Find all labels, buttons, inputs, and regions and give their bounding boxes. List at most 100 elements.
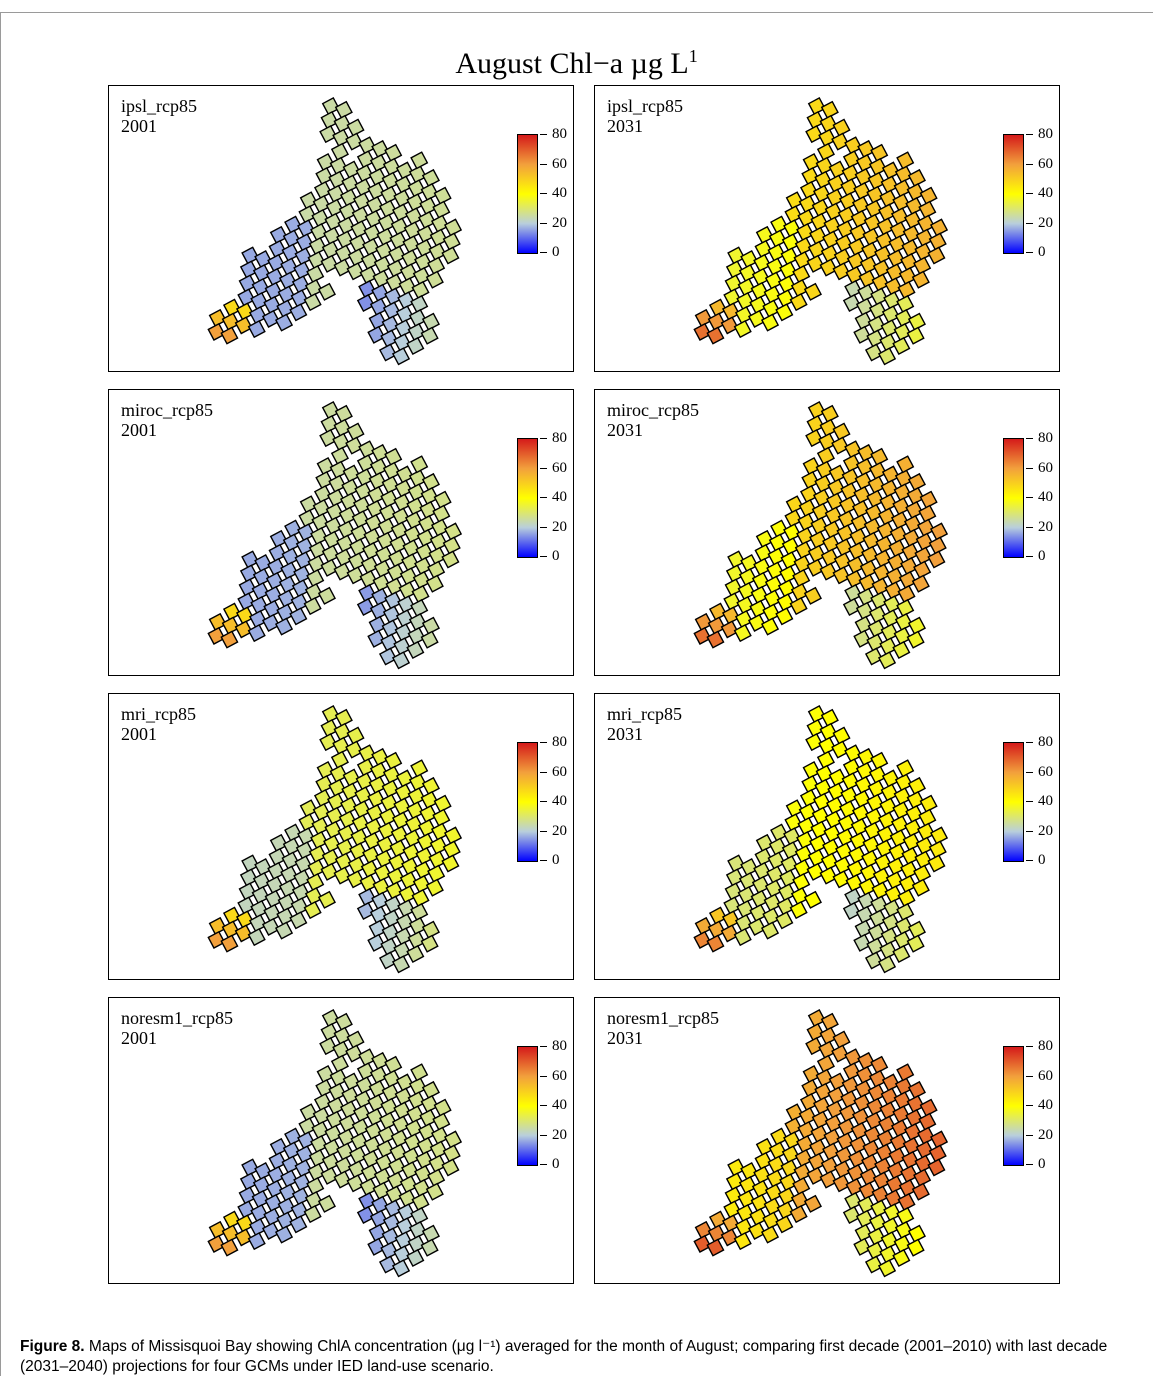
grid-cell	[911, 878, 930, 897]
bay-map	[693, 401, 949, 670]
grid-cell	[721, 1214, 741, 1233]
grid-cell	[421, 776, 440, 796]
grid-cell	[896, 1206, 915, 1226]
grid-cell	[816, 142, 835, 161]
grid-cell	[896, 902, 915, 922]
grid-cell	[311, 209, 330, 228]
grid-cell	[358, 1048, 377, 1067]
grid-cell	[265, 267, 284, 286]
grid-cell	[389, 231, 408, 250]
grid-cell	[733, 928, 752, 947]
grid-cell	[776, 897, 795, 916]
grid-cell	[879, 637, 898, 656]
grid-cell	[354, 786, 373, 805]
grid-cell	[306, 265, 325, 284]
grid-cell	[819, 562, 838, 581]
grid-cell	[893, 179, 912, 198]
grid-cell	[885, 567, 904, 586]
grid-cell	[368, 615, 387, 634]
grid-cell	[822, 534, 841, 553]
grid-cell	[321, 705, 340, 724]
grid-cell	[351, 814, 370, 833]
grid-cell	[372, 1181, 391, 1200]
grid-cell	[365, 195, 385, 215]
grid-cell	[894, 612, 913, 632]
grid-cell	[784, 813, 803, 832]
grid-cell	[905, 804, 924, 824]
grid-cell	[277, 285, 296, 304]
grid-cell	[336, 230, 355, 249]
panel-label: ipsl_rcp85 2031	[607, 96, 683, 136]
grid-cell	[373, 1167, 392, 1186]
grid-cell	[410, 1206, 429, 1226]
grid-cell	[789, 293, 808, 312]
grid-cell	[284, 1127, 303, 1146]
grid-cell	[877, 203, 897, 222]
grid-cell	[797, 817, 816, 836]
grid-cell	[918, 1112, 937, 1131]
grid-cell	[905, 500, 924, 520]
grid-cell	[747, 613, 767, 632]
grid-cell	[823, 520, 842, 539]
grid-cell	[866, 329, 885, 348]
bay-map	[693, 97, 949, 366]
grid-cell	[406, 193, 425, 212]
grid-cell	[264, 585, 283, 604]
grid-cell	[807, 401, 826, 420]
colorbar-tick	[1026, 1046, 1033, 1047]
grid-cell	[896, 759, 915, 778]
grid-cell	[863, 213, 882, 232]
grid-cell	[854, 471, 873, 491]
grid-cell	[868, 301, 887, 320]
grid-cell	[793, 859, 812, 878]
grid-cell	[315, 167, 334, 186]
grid-cell	[894, 469, 913, 488]
grid-cell	[390, 521, 409, 540]
grid-cell	[417, 818, 437, 838]
grid-cell	[870, 1055, 889, 1074]
grid-cell	[694, 1220, 713, 1239]
grid-cell	[883, 595, 902, 614]
grid-cell	[880, 319, 899, 338]
grid-cell	[401, 249, 420, 268]
colorbar-tick	[540, 193, 547, 195]
grid-cell	[241, 550, 260, 569]
grid-cell	[734, 306, 754, 325]
grid-cell	[338, 1114, 357, 1133]
grid-cell	[805, 125, 824, 144]
grid-cell	[408, 916, 427, 936]
grid-cell	[375, 1153, 394, 1172]
grid-cell	[281, 243, 300, 262]
grid-cell	[334, 1012, 353, 1031]
grid-cell	[364, 513, 383, 533]
grid-cell	[708, 298, 728, 317]
grid-cell	[848, 845, 867, 865]
grid-cell	[375, 849, 394, 868]
grid-cell	[404, 1119, 424, 1138]
grid-cell	[280, 561, 299, 580]
grid-cell	[848, 237, 867, 257]
grid-cell	[827, 478, 846, 497]
grid-cell	[777, 275, 796, 294]
grid-cell	[884, 885, 903, 904]
grid-cell	[362, 237, 381, 257]
grid-cell	[720, 316, 739, 335]
grid-cell	[896, 455, 915, 474]
bay-map	[207, 1009, 463, 1278]
grid-cell	[397, 899, 416, 918]
grid-cell	[857, 139, 876, 159]
grid-cell	[844, 136, 863, 155]
map-panel: noresm1_rcp85 2001 80 60 40 20 0	[108, 997, 574, 1284]
grid-cell	[368, 775, 387, 795]
grid-cell	[441, 246, 460, 265]
grid-cell	[416, 1136, 435, 1156]
grid-cell	[421, 472, 440, 492]
grid-cell	[877, 507, 897, 526]
grid-cell	[825, 188, 845, 207]
grid-cell	[907, 168, 926, 188]
colorbar	[517, 1046, 538, 1166]
grid-cell	[864, 1111, 884, 1130]
grid-cell	[723, 592, 742, 611]
grid-cell	[295, 537, 314, 556]
grid-cell	[394, 783, 413, 802]
